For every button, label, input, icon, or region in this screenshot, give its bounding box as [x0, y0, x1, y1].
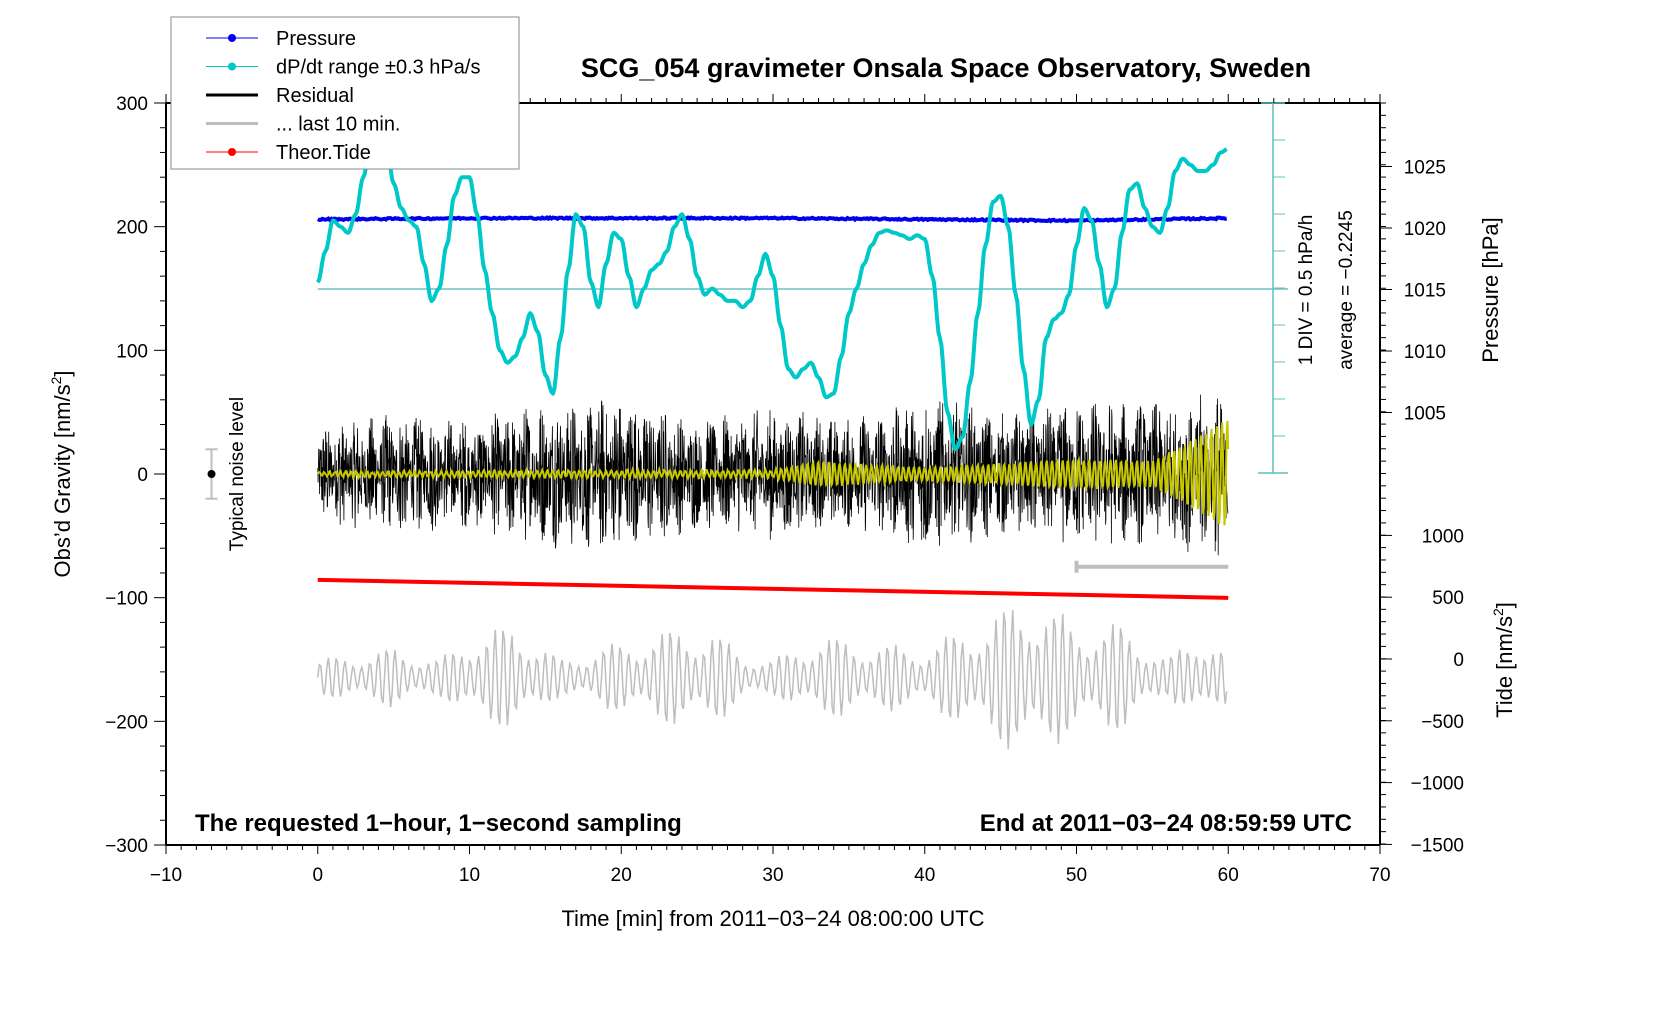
tide-tick-label: 1000: [1422, 526, 1464, 547]
left-tick-label: 200: [116, 218, 148, 239]
theor-tide-line: [317, 577, 1229, 600]
left-tick-label: 0: [137, 465, 148, 486]
theor-tide-series: [317, 577, 1229, 600]
x-tick-label: 0: [312, 865, 323, 886]
legend-item: ... last 10 min.: [206, 114, 401, 136]
legend: Pressure dP/dt range ±0.3 hPa/s Residual..…: [170, 16, 520, 170]
noise-center-dot: [207, 470, 216, 478]
legend-marker: [228, 62, 236, 71]
annotation-sampling: The requested 1−hour, 1−second sampling: [195, 810, 682, 837]
dpdt-axis: [317, 102, 1288, 474]
tide-axis-title: Tide [nm/s2]: [1490, 602, 1517, 718]
chart-title: SCG_054 gravimeter Onsala Space Observat…: [581, 53, 1311, 83]
left-tick-label: 300: [116, 94, 148, 115]
x-tick-label: 30: [762, 865, 783, 886]
tide-oscillation-line: [317, 610, 1228, 750]
x-tick-label: 20: [611, 865, 632, 886]
pressure-tick-label: 1020: [1404, 219, 1446, 240]
legend-marker: [228, 148, 236, 156]
legend-marker: [228, 34, 236, 42]
pressure-tick-label: 1005: [1404, 404, 1446, 425]
tide-tick-label: −1000: [1411, 774, 1464, 795]
tide-y-axis: 1000 500 0 −500 −1000 −1500: [1380, 526, 1464, 856]
legend-label: dP/dt range ±0.3 hPa/s: [276, 57, 480, 79]
pressure-tick-label: 1025: [1404, 158, 1446, 179]
x-tick-label: 40: [914, 865, 935, 886]
x-tick-label: 60: [1218, 865, 1239, 886]
pressure-tick-label: 1010: [1404, 342, 1446, 363]
x-tick-label: 50: [1066, 865, 1087, 886]
pressure-tick-label: 1015: [1404, 281, 1446, 302]
pressure-axis-title: Pressure [hPa]: [1478, 217, 1503, 363]
dpdt-line: [316, 119, 1228, 452]
legend-label: Pressure: [276, 28, 356, 50]
pressure-y-axis: 1025 1020 1015 1010 1005: [1380, 102, 1446, 845]
tide-tick-label: −500: [1421, 712, 1464, 733]
pressure-series: [316, 215, 1228, 224]
x-axis-title: Time [min] from 2011−03−24 08:00:00 UTC: [561, 906, 984, 931]
legend-label: Theor.Tide: [276, 142, 371, 164]
annotation-end-time: End at 2011−03−24 08:59:59 UTC: [980, 810, 1352, 837]
left-axis-title: Obs’d Gravity [nm/s2]: [48, 370, 75, 577]
x-tick-label: −10: [150, 865, 182, 886]
dpdt-average-label: average = −0.2245: [1336, 210, 1357, 370]
tide-tick-label: 500: [1432, 588, 1464, 609]
left-y-axis: 300 200 100 0 −100 −200 −300: [105, 94, 166, 857]
tide-oscillation-series: [317, 610, 1228, 750]
noise-level-label: Typical noise level: [227, 397, 248, 551]
legend-item: Residual: [206, 85, 354, 107]
left-tick-label: 100: [116, 341, 148, 362]
legend-item: dP/dt range ±0.3 hPa/s: [206, 57, 480, 79]
x-axis: −10 0 10 20 30 40 50 60 70: [150, 94, 1391, 886]
legend-item: Pressure: [206, 28, 356, 50]
left-tick-label: −200: [105, 712, 148, 733]
x-tick-label: 10: [459, 865, 480, 886]
legend-label: ... last 10 min.: [276, 114, 401, 136]
legend-item: Theor.Tide: [206, 142, 371, 164]
legend-box: [170, 16, 520, 170]
tide-tick-label: 0: [1453, 650, 1464, 671]
last-10-min-series: [1074, 560, 1229, 573]
x-tick-label: 70: [1369, 865, 1390, 886]
noise-level-marker: [205, 448, 218, 500]
left-tick-label: −300: [105, 836, 148, 857]
legend-label: Residual: [276, 85, 354, 107]
left-tick-label: −100: [105, 589, 148, 610]
tide-tick-label: −1500: [1411, 835, 1464, 856]
dpdt-div-label: 1 DIV = 0.5 hPa/h: [1296, 215, 1317, 366]
smoothed-residual-series: [316, 420, 1230, 526]
smoothed-residual-line: [316, 420, 1230, 526]
pressure-line: [316, 215, 1228, 224]
dpdt-series: [316, 119, 1228, 452]
